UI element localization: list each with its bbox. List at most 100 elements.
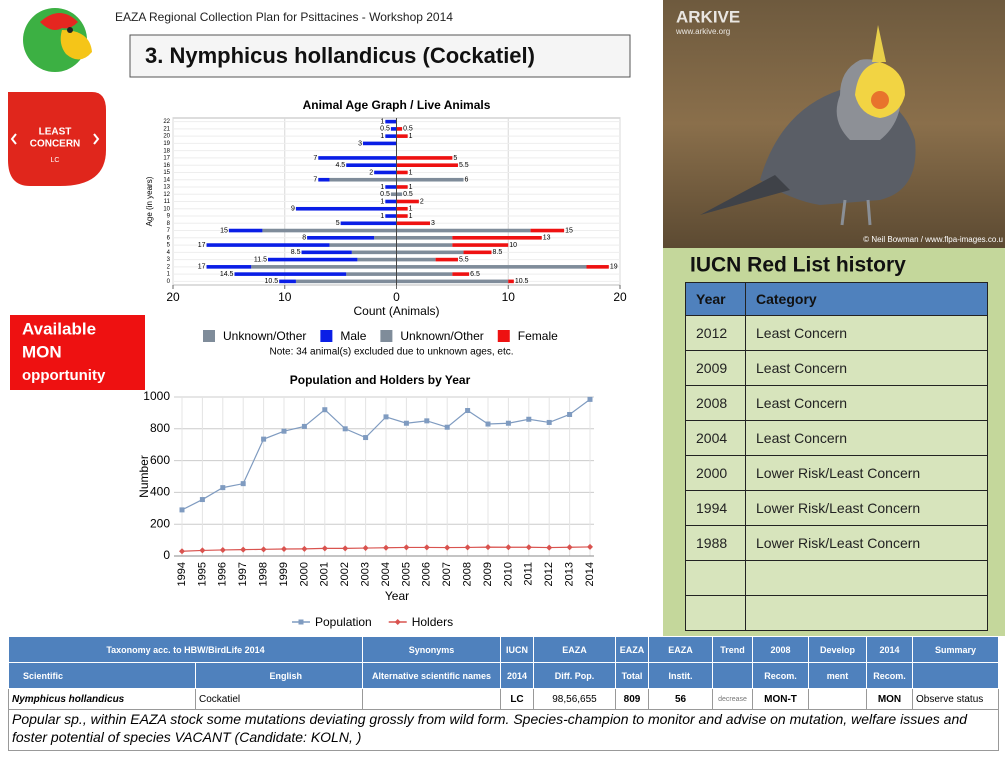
data-label: 1 [380, 133, 384, 140]
x-tick-label: 20 [166, 290, 180, 304]
bar-segment [346, 272, 397, 276]
y-tick-label: 16 [163, 163, 170, 169]
data-label: 14.5 [220, 271, 234, 278]
x-tick-label: 2012 [543, 562, 555, 586]
data-label: 2 [420, 198, 424, 205]
point [485, 421, 491, 427]
table-row: 1994 Lower Risk/Least Concern [685, 490, 988, 526]
bar-segment [396, 134, 408, 138]
x-tick-label: 2009 [482, 562, 494, 586]
bar-segment [396, 206, 408, 211]
y-tick-label: 11 [164, 199, 171, 205]
y-tick-label: 200 [150, 516, 170, 530]
bar-segment [396, 228, 531, 233]
bar-segment [396, 257, 436, 262]
column-header: Year [685, 282, 746, 316]
bar-segment [385, 199, 397, 204]
y-tick-label: 600 [150, 453, 170, 467]
y-tick-label: 1000 [143, 389, 170, 403]
table-cell [685, 560, 746, 596]
opportunity-text: opportunity [22, 367, 106, 384]
table-row [685, 595, 988, 631]
data-label: 1 [380, 118, 384, 125]
bar-segment [396, 265, 587, 269]
point [179, 548, 185, 555]
photo-url: www.arkive.org [675, 27, 730, 36]
data-label: 0.5 [380, 126, 390, 133]
legend-label: Population [315, 615, 372, 629]
y-tick-label: 8 [167, 221, 171, 227]
legend-label: Female [518, 329, 558, 343]
header-cell: Total [615, 662, 649, 689]
point [505, 544, 512, 551]
photo-brand: ARKIVE [676, 7, 740, 26]
badge-arrow [10, 133, 17, 145]
bar-segment [435, 257, 458, 262]
data-label: 1 [380, 198, 384, 205]
point [383, 414, 389, 420]
bar-segment [374, 236, 397, 240]
x-tick-label: 2008 [462, 562, 474, 586]
header-cell: Develop [808, 636, 867, 663]
table-row: 2012 Least Concern [685, 315, 988, 351]
opportunity-text: MON [22, 342, 62, 361]
bar-segment [396, 192, 403, 197]
header-cell: EAZA [648, 636, 713, 663]
point [566, 544, 573, 551]
bar-segment [396, 221, 431, 226]
data-label: 5.5 [459, 256, 469, 263]
table-cell [685, 595, 746, 631]
data-label: 0.5 [403, 126, 413, 133]
x-tick-label: 1998 [258, 562, 270, 586]
table-cell: 2004 [685, 420, 746, 456]
table-cell: Least Concern [745, 420, 988, 456]
point [526, 416, 532, 422]
y-tick-label: 5 [167, 243, 171, 249]
data-label: 8.5 [492, 249, 502, 256]
bar-segment [318, 156, 397, 160]
bar-segment [228, 228, 263, 233]
data-label: 8 [302, 235, 306, 242]
point [301, 545, 308, 552]
table-cell: Least Concern [745, 385, 988, 421]
photo-credit: © Neil Bowman / www.flpa-images.co.u [863, 235, 1003, 244]
opportunity-box [10, 315, 145, 390]
table-cell: Lower Risk/Least Concern [745, 490, 988, 526]
bar-segment [396, 199, 419, 204]
chart-note: Note: 34 animal(s) excluded due to unkno… [269, 347, 513, 358]
point [220, 485, 226, 491]
bar-segment [390, 192, 397, 197]
bar-segment [385, 134, 397, 138]
bar-segment [340, 221, 397, 226]
column-header: Category [745, 282, 988, 316]
y-tick-label: 2 [167, 264, 171, 270]
point [363, 435, 369, 441]
point [423, 544, 430, 551]
status-badge [8, 92, 106, 186]
y-tick-label: 15 [163, 170, 170, 176]
bar-segment [530, 228, 565, 233]
header-row: Scientific English Alternative scientific … [8, 662, 999, 689]
logo [23, 8, 92, 72]
y-tick-label: 7 [167, 228, 171, 234]
note-cell: Popular sp., within EAZA stock some muta… [8, 709, 999, 751]
bar-segment [329, 177, 397, 182]
x-tick-label: 1994 [176, 562, 188, 586]
chart-title: Animal Age Graph / Live Animals [303, 98, 491, 112]
y-tick-label: 21 [163, 126, 170, 132]
bar-segment [374, 170, 397, 175]
table-cell: Least Concern [745, 350, 988, 386]
x-tick-label: 2003 [360, 562, 372, 586]
point [444, 424, 450, 430]
x-tick-label: 2006 [421, 562, 433, 586]
note-row: Popular sp., within EAZA stock some muta… [8, 709, 999, 751]
table-row: 2004 Least Concern [685, 420, 988, 456]
data-label: 5 [336, 220, 340, 227]
data-label: 10.5 [515, 278, 529, 285]
bar-segment [385, 214, 397, 218]
y-axis-label: Age (in years) [145, 176, 154, 226]
data-label: 6 [465, 177, 469, 184]
y-tick-label: 19 [163, 141, 170, 147]
table-cell: 1994 [685, 490, 746, 526]
